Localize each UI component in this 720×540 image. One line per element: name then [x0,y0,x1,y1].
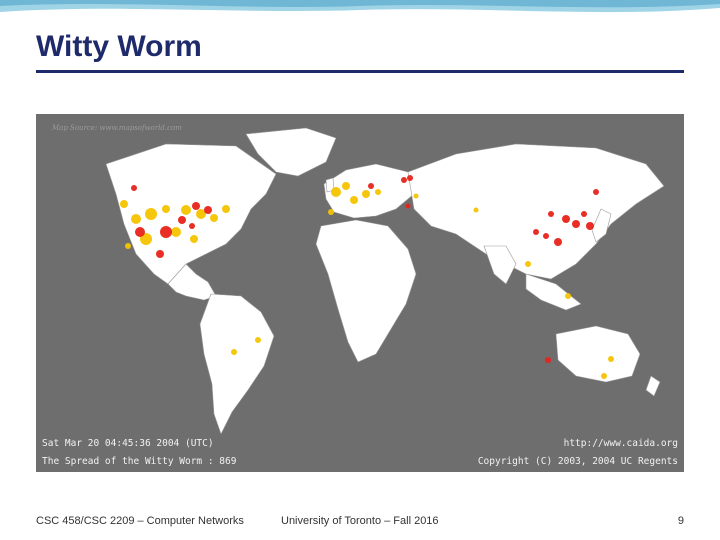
land-south-america [199,293,275,435]
world-map: Map Source: www.mapsofworld.com Sat Mar … [36,114,684,472]
land-australia [555,325,641,383]
map-timestamp: Sat Mar 20 04:45:36 2004 (UTC) [42,438,214,449]
map-caption: The Spread of the Witty Worm : 869 [42,456,237,467]
footer-university: University of Toronto – Fall 2016 [281,515,439,527]
infected-hosts-yellow [120,182,614,379]
land-southeast-asia [525,273,582,311]
land-india [483,245,517,285]
world-map-graphic [105,127,665,435]
title-underline [36,70,684,73]
header-wave-decoration [0,0,720,13]
map-url: http://www.caida.org [563,438,678,449]
footer-page-number: 9 [677,515,684,527]
land-north-america [105,143,277,285]
infected-hosts-red [131,175,599,363]
footer-course: CSC 458/CSC 2209 – Computer Networks [36,515,244,527]
land-masses [105,127,665,435]
slide-title: Witty Worm [36,30,202,63]
map-source-credit: Map Source: www.mapsofworld.com [52,124,182,132]
land-africa [315,219,417,363]
map-copyright: Copyright (C) 2003, 2004 UC Regents [477,456,678,467]
land-new-zealand [645,375,661,397]
land-europe [323,163,415,219]
land-asia [407,143,665,280]
land-greenland [245,127,337,177]
